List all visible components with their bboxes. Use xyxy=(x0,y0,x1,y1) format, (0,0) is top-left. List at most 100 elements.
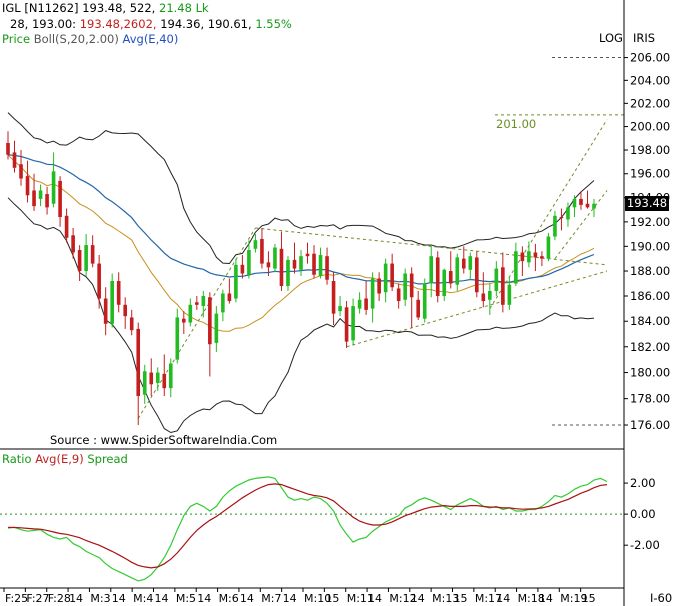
ratio-tick-label: 2.00 xyxy=(630,476,656,490)
candle-body xyxy=(103,298,108,324)
candle-body xyxy=(64,215,69,238)
candle-body xyxy=(344,307,349,342)
date-tick-label: 14 xyxy=(155,592,169,605)
lower-legend: Ratio Avg(E,9) Spread xyxy=(2,452,128,466)
date-tick-label: M:18 xyxy=(518,592,545,605)
date-tick-label: 14 xyxy=(197,592,211,605)
legend-boll: Boll(S,20,2.00) xyxy=(33,32,119,46)
candle-body xyxy=(318,254,323,277)
candle-body xyxy=(442,269,447,297)
candle-body xyxy=(51,171,56,204)
legend-ratio-avg: Avg(E,9) xyxy=(35,452,84,466)
candle-body xyxy=(6,142,10,155)
candle-body xyxy=(71,235,75,253)
price-tick-label: 192.00 xyxy=(630,215,670,229)
candle-body xyxy=(520,252,525,262)
candle-body xyxy=(279,248,284,286)
legend-spread: Spread xyxy=(87,452,128,466)
candle-body xyxy=(592,203,596,209)
candle-body xyxy=(488,290,492,300)
candle-body xyxy=(90,245,95,264)
candle-body xyxy=(474,257,479,293)
candle-body xyxy=(383,263,388,293)
date-tick-label: 15 xyxy=(454,592,468,605)
ratio-tick-label: 0.00 xyxy=(630,507,656,521)
iris-label: IRIS xyxy=(633,31,656,45)
candle-body xyxy=(260,238,264,264)
candle-body xyxy=(429,256,434,284)
candle-body xyxy=(338,306,342,312)
candle-body xyxy=(416,299,421,318)
candle-body xyxy=(299,256,303,270)
change-percent: 1.55% xyxy=(255,17,292,31)
candle-body xyxy=(266,262,271,268)
bollinger-mid xyxy=(7,154,595,332)
candle-body xyxy=(390,263,394,288)
grid-lines xyxy=(552,57,624,426)
log-toggle[interactable]: LOG xyxy=(599,31,623,45)
price-tick-label: 190.00 xyxy=(630,239,670,253)
candle-body xyxy=(12,152,17,168)
price-tick-label: 176.00 xyxy=(630,418,670,432)
candle-body xyxy=(292,259,297,269)
candle-body xyxy=(468,256,473,270)
candle-body xyxy=(162,373,167,389)
close-volume: 193.48, 522, xyxy=(82,1,156,15)
candle-body xyxy=(247,250,251,275)
turnover: 21.48 Lk xyxy=(159,1,209,15)
candle-body xyxy=(208,297,212,345)
candle-body xyxy=(58,180,62,218)
price-tick-label: 188.00 xyxy=(630,264,670,278)
ohlc-part-1: 28, 193.00: xyxy=(10,17,77,31)
candle-body xyxy=(19,164,23,179)
price-tick-label: 184.00 xyxy=(630,314,670,328)
candle-body xyxy=(540,256,544,259)
date-tick-label: 14 xyxy=(368,592,382,605)
candle-body xyxy=(188,304,193,323)
ratio-tick-label: -2.00 xyxy=(630,538,660,552)
candle-body xyxy=(585,203,590,208)
date-tick-label: 14 xyxy=(496,592,510,605)
candle-body xyxy=(403,273,407,300)
date-tick-label: M:6 xyxy=(219,592,239,605)
header-line-3: Price Boll(S,20,2.00) Avg(E,40) xyxy=(2,32,178,46)
date-tick-label: 14 xyxy=(69,592,83,605)
candle-body xyxy=(305,253,310,257)
candle-body xyxy=(116,280,121,305)
last-price-badge: 193.48 xyxy=(625,196,669,211)
candle-body xyxy=(572,198,577,208)
candlesticks xyxy=(6,131,596,426)
candle-body xyxy=(253,240,258,249)
price-tick-label: 206.00 xyxy=(630,51,670,65)
price-tick-label: 182.00 xyxy=(630,340,670,354)
candle-body xyxy=(422,283,427,319)
legend-ratio: Ratio xyxy=(2,452,32,466)
candle-body xyxy=(234,264,238,299)
breakout-channel-2 xyxy=(554,190,608,259)
candle-body xyxy=(435,257,440,297)
date-tick-label: M:13 xyxy=(432,592,459,605)
candle-body xyxy=(110,280,114,324)
candle-body xyxy=(494,268,499,291)
candle-body xyxy=(286,259,290,286)
candle-body xyxy=(396,288,401,302)
candle-body xyxy=(325,256,329,280)
date-tick-label: 15 xyxy=(325,592,339,605)
price-tick-label: 178.00 xyxy=(630,392,670,406)
price-tick-label: 198.00 xyxy=(630,143,670,157)
candle-body xyxy=(195,302,199,305)
candle-body xyxy=(25,176,30,196)
date-tick-label: M:11 xyxy=(347,592,374,605)
candle-body xyxy=(129,317,134,331)
candle-body xyxy=(357,299,362,309)
ratio-series-1 xyxy=(7,483,608,569)
legend-price: Price xyxy=(2,32,31,46)
price-tick-label: 196.00 xyxy=(630,167,670,181)
date-tick-label: M:10 xyxy=(304,592,331,605)
candle-body xyxy=(377,278,381,294)
legend-avg40: Avg(E,40) xyxy=(122,32,179,46)
trend-rise xyxy=(137,227,256,419)
candle-body xyxy=(227,293,232,302)
ratio-panel: 2.00 0.00 -2.00 I-60 xyxy=(0,476,672,605)
